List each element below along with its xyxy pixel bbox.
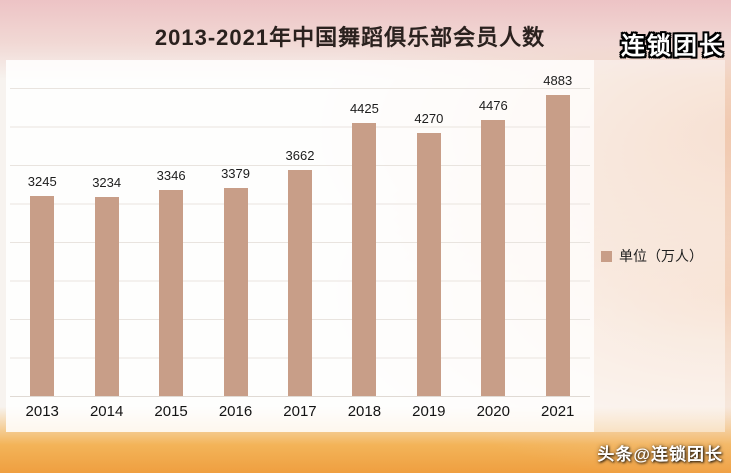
x-axis-label: 2021 (541, 403, 575, 420)
x-axis-label: 2018 (347, 403, 382, 420)
watermark-logo-text: 连锁团长 (621, 33, 725, 60)
bar-value-label: 3234 (92, 175, 122, 190)
x-axis-label: 2014 (89, 403, 124, 420)
x-axis-label: 2017 (283, 403, 317, 420)
bar-column: 4270 2019 (397, 88, 461, 420)
bar: 3245 (28, 174, 57, 396)
bar: 3234 (92, 175, 121, 396)
bar-value-label: 4883 (543, 73, 573, 88)
bar: 4476 (479, 98, 508, 396)
bar-area: 4883 (526, 73, 590, 396)
bar-column: 3234 2014 (74, 88, 138, 420)
bar-column: 3346 2015 (139, 88, 203, 420)
bar-column: 3379 2016 (203, 88, 267, 420)
chart-background-panel-right (594, 60, 725, 432)
bar-chart: 3245 2013 3234 2014 3346 2015 3379 2016 3662 2017… (10, 73, 590, 420)
bar-area: 4425 (332, 88, 396, 396)
bar: 4425 (350, 101, 379, 396)
bar-column: 4883 2021 (526, 73, 590, 420)
bar-column: 4425 2018 (332, 88, 396, 420)
bar-area: 3662 (268, 88, 332, 396)
bar-area: 4270 (397, 88, 461, 396)
bar: 4883 (543, 73, 572, 396)
bar-value-label: 4425 (349, 101, 379, 116)
chart-title: 2013-2021年中国舞蹈俱乐部会员人数 (154, 25, 546, 50)
x-axis-label: 2020 (476, 403, 510, 420)
bar-value-label: 3379 (221, 166, 250, 181)
bar-area: 3379 (203, 88, 267, 396)
x-axis-label: 2016 (218, 403, 253, 420)
bar-value-label: 3346 (156, 168, 186, 183)
bar: 4270 (414, 111, 443, 396)
watermark-byline: 头条@连锁团长 (597, 445, 723, 464)
bar-area: 3245 (10, 88, 74, 396)
bar-column: 4476 2020 (461, 88, 525, 420)
bar-value-label: 3662 (285, 148, 315, 163)
bar: 3346 (157, 168, 186, 396)
chart-legend: 单位（万人） (601, 246, 703, 266)
bar-value-label: 4270 (414, 111, 444, 126)
bar-column: 3245 2013 (10, 88, 74, 420)
legend-swatch-icon (601, 250, 612, 262)
bar-area: 4476 (461, 88, 525, 396)
bar-area: 3346 (139, 88, 203, 396)
bar: 3662 (286, 148, 314, 396)
x-axis-label: 2013 (25, 403, 59, 420)
x-axis-label: 2019 (412, 403, 446, 420)
bar-column: 3662 2017 (268, 88, 332, 420)
x-axis-label: 2015 (154, 403, 188, 420)
bar: 3379 (221, 166, 250, 396)
bar-value-label: 4476 (478, 98, 508, 113)
bar-value-label: 3245 (27, 174, 57, 189)
bar-area: 3234 (74, 88, 138, 396)
legend-label: 单位（万人） (619, 248, 703, 264)
bar-group: 3245 2013 3234 2014 3346 2015 3379 2016 3662 2017… (10, 73, 590, 420)
